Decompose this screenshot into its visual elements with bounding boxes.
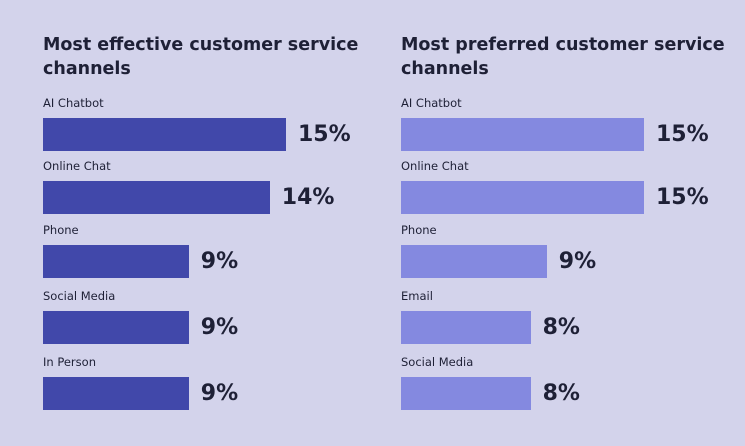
value-label: 9% bbox=[200, 381, 239, 406]
category-label: Phone bbox=[401, 223, 437, 237]
value-label: 8% bbox=[542, 381, 580, 406]
value-label: 9% bbox=[200, 249, 239, 274]
chart-title: Most preferred customer service channels bbox=[401, 35, 725, 79]
value-label: 9% bbox=[200, 315, 239, 340]
bar bbox=[43, 377, 189, 410]
value-label: 15% bbox=[656, 185, 709, 210]
bar bbox=[43, 311, 189, 344]
category-label: AI Chatbot bbox=[43, 96, 104, 110]
category-label: Email bbox=[401, 289, 433, 303]
bar bbox=[401, 377, 531, 410]
bar bbox=[43, 245, 189, 278]
category-label: In Person bbox=[43, 355, 96, 369]
bar bbox=[401, 181, 644, 214]
bar bbox=[43, 118, 286, 151]
category-label: Social Media bbox=[43, 289, 116, 303]
category-label: Social Media bbox=[401, 355, 474, 369]
chart-most-preferred: Most preferred customer service channels… bbox=[401, 0, 745, 446]
value-label: 14% bbox=[281, 185, 335, 210]
bar bbox=[43, 181, 270, 214]
chart-most-effective: Most effective customer service channels… bbox=[43, 0, 403, 446]
category-label: Phone bbox=[43, 223, 79, 237]
chart-title: Most effective customer service channels bbox=[43, 35, 359, 79]
value-label: 8% bbox=[542, 315, 580, 340]
category-label: AI Chatbot bbox=[401, 96, 462, 110]
bar bbox=[401, 311, 531, 344]
value-label: 15% bbox=[656, 122, 709, 147]
value-label: 15% bbox=[298, 122, 351, 147]
bar bbox=[401, 118, 644, 151]
category-label: Online Chat bbox=[401, 159, 469, 173]
bar bbox=[401, 245, 547, 278]
value-label: 9% bbox=[558, 249, 597, 274]
category-label: Online Chat bbox=[43, 159, 111, 173]
